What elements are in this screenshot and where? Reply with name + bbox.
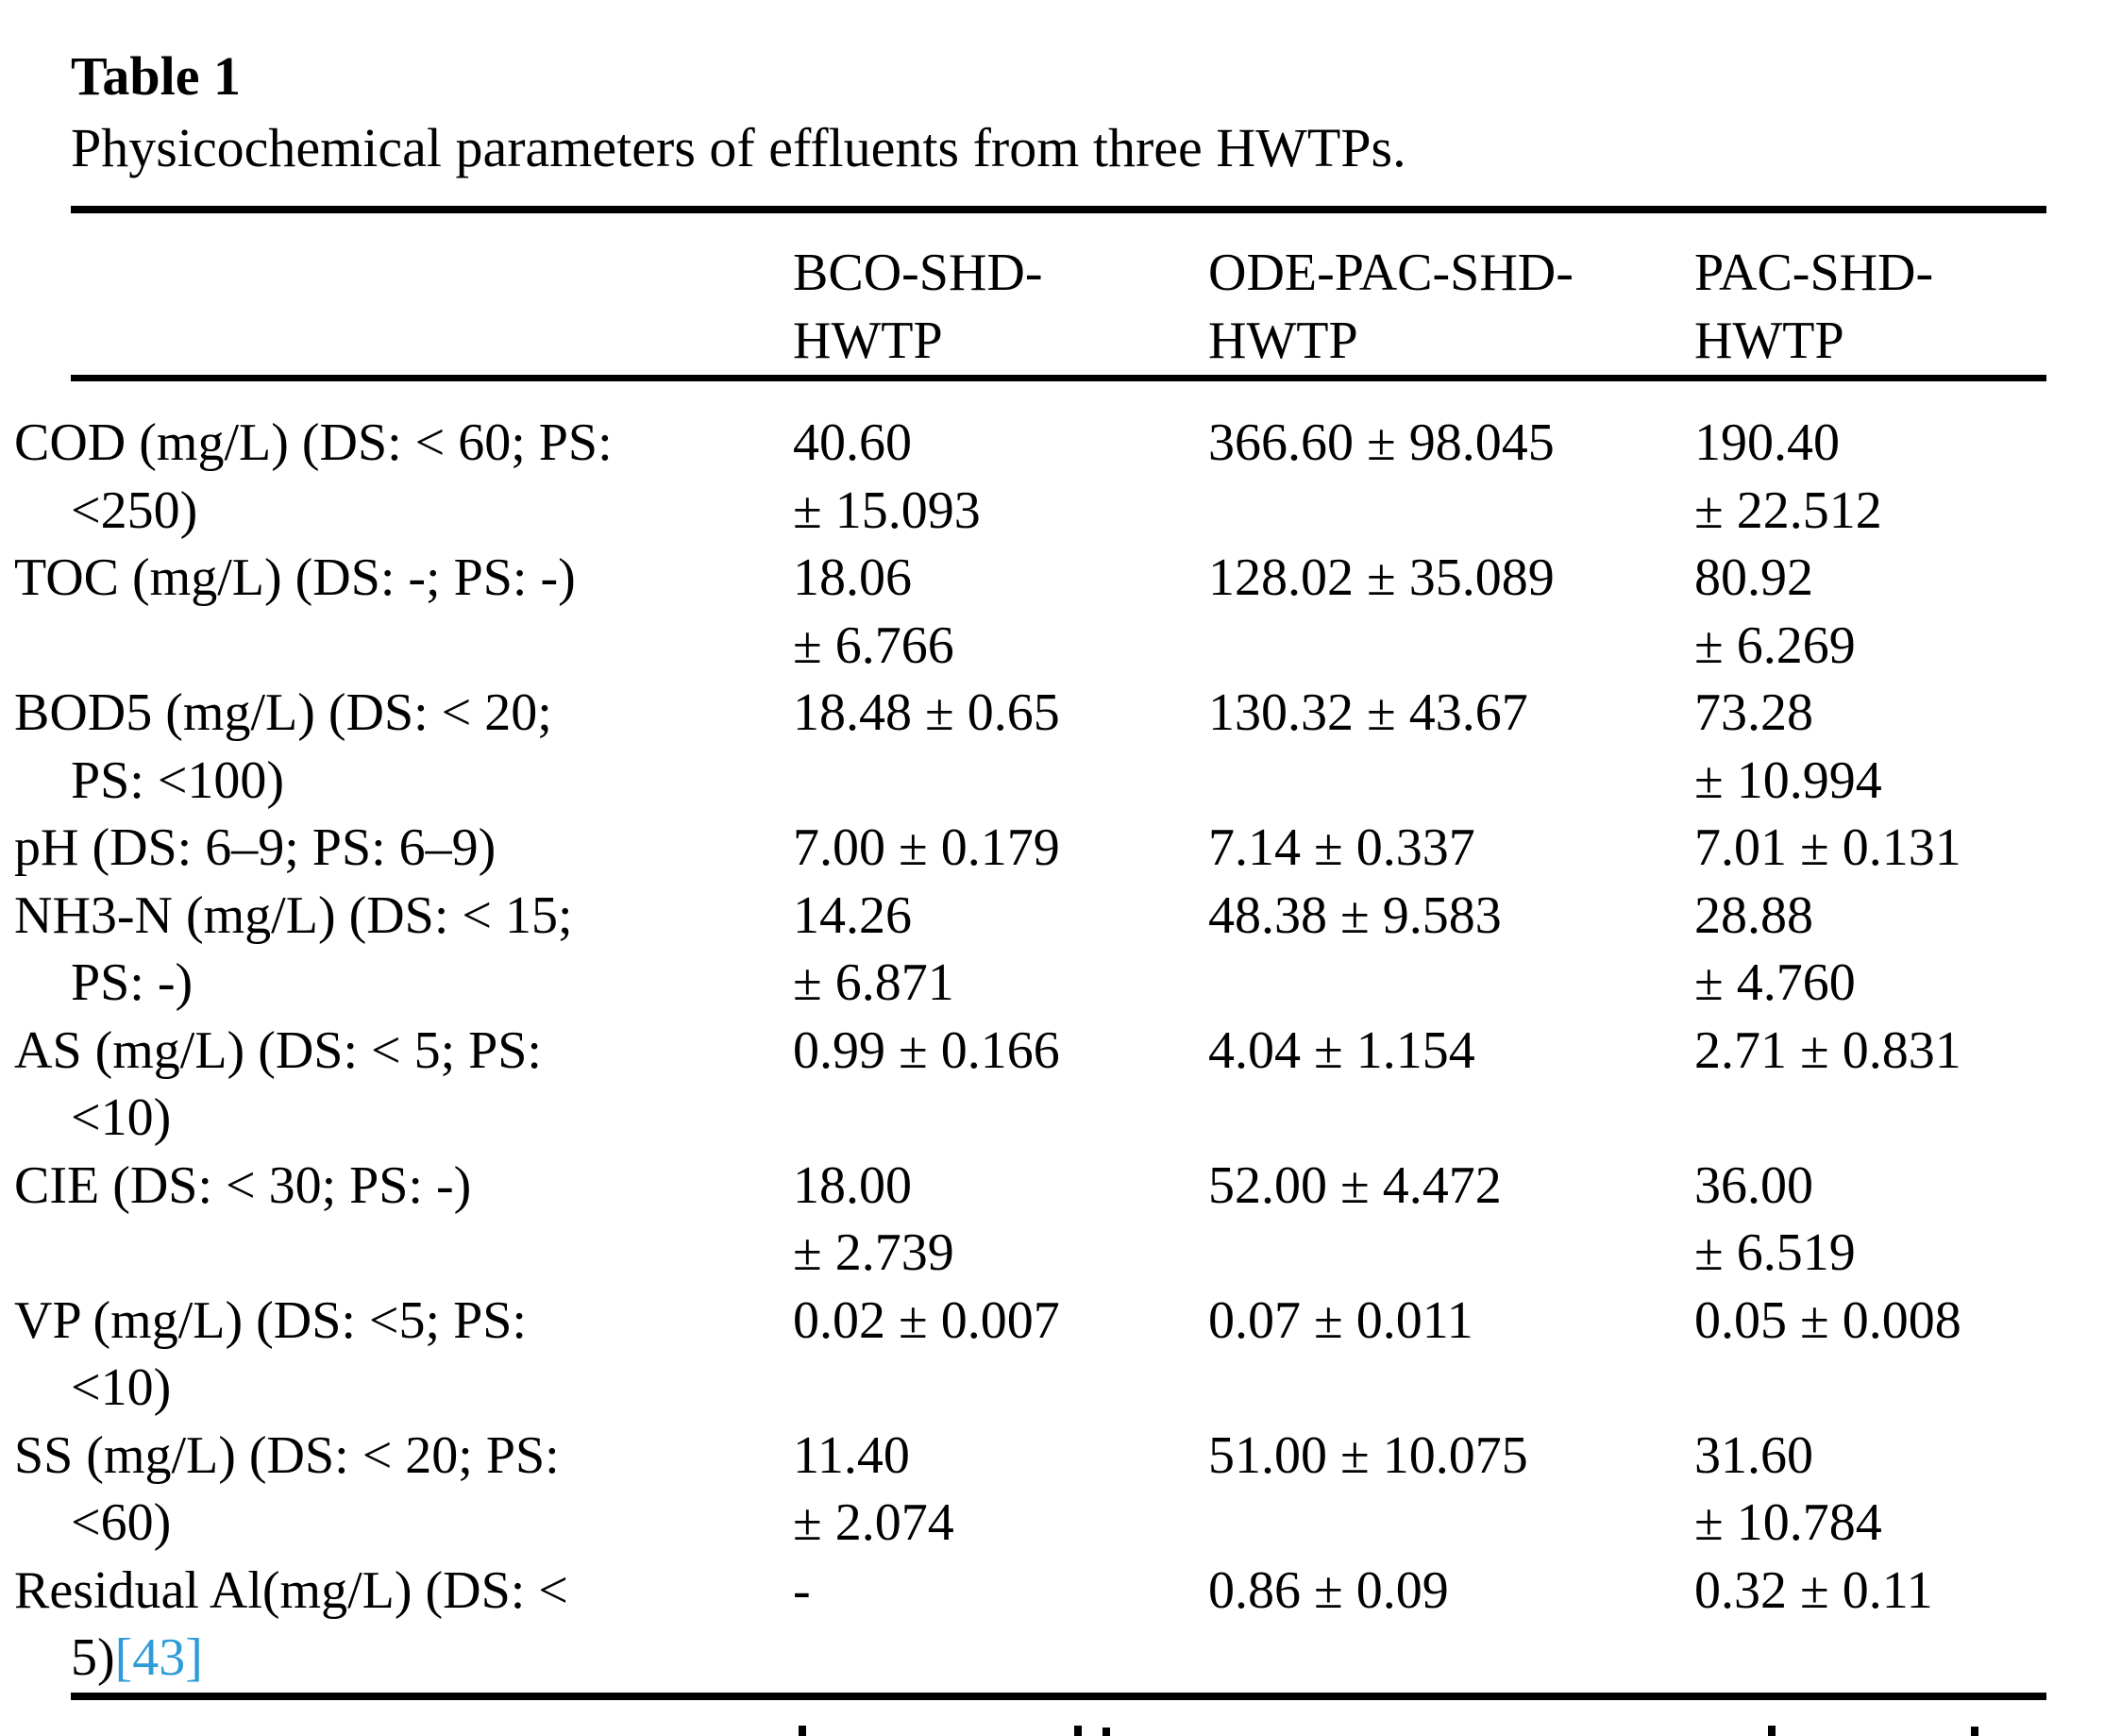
- value-cell: 2.71 ± 0.831: [1694, 1020, 1961, 1080]
- row-label-text: Residual Al(mg/L) (DS: < 5): [14, 1560, 568, 1688]
- table-row-vp: VP (mg/L) (DS: <5; PS: <10) 0.02 ± 0.007…: [14, 1288, 2046, 1423]
- value-cell: 7.01 ± 0.131: [1694, 818, 1961, 877]
- row-label: pH (DS: 6–9; PS: 6–9): [14, 818, 497, 877]
- physicochemical-parameters-table: BCO-SHD- HWTP ODE-PAC-SHD- HWTP PAC-SHD-…: [14, 206, 2046, 1700]
- value-cell: 18.00 ± 2.739: [793, 1155, 954, 1283]
- table-row-toc: TOC (mg/L) (DS: -; PS: -) 18.06 ± 6.766 …: [14, 545, 2046, 680]
- row-label: SS (mg/L) (DS: < 20; PS: <60): [14, 1425, 560, 1553]
- value-cell: -: [793, 1560, 811, 1620]
- column-header-pac-shd-hwtp: PAC-SHD- HWTP: [1694, 210, 2046, 381]
- value-cell: 0.07 ± 0.011: [1208, 1290, 1473, 1350]
- table-row-as: AS (mg/L) (DS: < 5; PS: <10) 0.99 ± 0.16…: [14, 1018, 2046, 1153]
- value-cell: 51.00 ± 10.075: [1208, 1425, 1528, 1485]
- value-cell: 80.92 ± 6.269: [1694, 548, 1856, 675]
- row-label: VP (mg/L) (DS: <5; PS: <10): [14, 1290, 527, 1418]
- column-header-ode-pac-shd-hwtp: ODE-PAC-SHD- HWTP: [1208, 210, 1694, 381]
- value-cell: 7.00 ± 0.179: [793, 818, 1060, 877]
- table-row-cod: COD (mg/L) (DS: < 60; PS: <250) 40.60 ± …: [14, 379, 2046, 546]
- table-caption: Physicochemical parameters of effluents …: [71, 117, 1406, 178]
- citation-link-43[interactable]: [43]: [114, 1628, 203, 1687]
- value-cell: 18.06 ± 6.766: [793, 548, 954, 675]
- value-cell: 0.86 ± 0.09: [1208, 1560, 1449, 1620]
- value-cell: 36.00 ± 6.519: [1694, 1155, 1856, 1283]
- row-label: Residual Al(mg/L) (DS: < 5)[43]: [14, 1558, 793, 1696]
- row-label: TOC (mg/L) (DS: -; PS: -): [14, 548, 576, 607]
- value-cell: 28.88 ± 4.760: [1694, 885, 1856, 1013]
- value-cell: 4.04 ± 1.154: [1208, 1020, 1475, 1080]
- cut-off-text-fragment: [1768, 1726, 1776, 1736]
- row-label: AS (mg/L) (DS: < 5; PS: <10): [14, 1020, 542, 1148]
- value-cell: 18.48 ± 0.65: [793, 683, 1060, 742]
- value-cell: 366.60 ± 98.045: [1208, 413, 1555, 472]
- value-cell: 7.14 ± 0.337: [1208, 818, 1475, 877]
- value-cell: 73.28 ± 10.994: [1694, 683, 1882, 810]
- row-label: BOD5 (mg/L) (DS: < 20; PS: <100): [14, 683, 552, 810]
- table-row-ph: pH (DS: 6–9; PS: 6–9) 7.00 ± 0.179 7.14 …: [14, 815, 2046, 883]
- value-cell: 14.26 ± 6.871: [793, 885, 954, 1013]
- row-label: COD (mg/L) (DS: < 60; PS: <250): [14, 413, 613, 540]
- table-row-nh3n: NH3-N (mg/L) (DS: < 15; PS: -) 14.26 ± 6…: [14, 883, 2046, 1018]
- value-cell: 0.02 ± 0.007: [793, 1290, 1060, 1350]
- table-row-ss: SS (mg/L) (DS: < 20; PS: <60) 11.40 ± 2.…: [14, 1423, 2046, 1558]
- header-row: BCO-SHD- HWTP ODE-PAC-SHD- HWTP PAC-SHD-…: [71, 210, 2046, 381]
- value-cell: 52.00 ± 4.472: [1208, 1155, 1502, 1215]
- value-cell: 31.60 ± 10.784: [1694, 1425, 1882, 1553]
- value-cell: 0.32 ± 0.11: [1694, 1560, 1933, 1620]
- value-cell: 0.99 ± 0.166: [793, 1020, 1060, 1080]
- value-cell: 0.05 ± 0.008: [1694, 1290, 1961, 1350]
- row-label: NH3-N (mg/L) (DS: < 15; PS: -): [14, 885, 573, 1013]
- value-cell: 128.02 ± 35.089: [1208, 548, 1555, 607]
- value-cell: 11.40 ± 2.074: [793, 1425, 954, 1553]
- cut-off-text-fragment: [1103, 1728, 1110, 1736]
- cut-off-text-fragment: [1074, 1726, 1082, 1736]
- cut-off-text-fragment: [799, 1726, 806, 1736]
- row-label: CIE (DS: < 30; PS: -): [14, 1155, 472, 1215]
- value-cell: 48.38 ± 9.583: [1208, 885, 1502, 945]
- table-title: Table 1: [71, 45, 241, 107]
- value-cell: 190.40 ± 22.512: [1694, 413, 1882, 540]
- value-cell: 40.60 ± 15.093: [793, 413, 981, 540]
- table-row-bod5: BOD5 (mg/L) (DS: < 20; PS: <100) 18.48 ±…: [14, 680, 2046, 815]
- table-row-cie: CIE (DS: < 30; PS: -) 18.00 ± 2.739 52.0…: [14, 1153, 2046, 1288]
- cut-off-text-fragment: [1971, 1727, 1978, 1736]
- value-cell: 130.32 ± 43.67: [1208, 683, 1528, 742]
- table-row-residual-al: Residual Al(mg/L) (DS: < 5)[43] - 0.86 ±…: [14, 1558, 2046, 1696]
- column-header-parameter: [71, 210, 793, 381]
- column-header-bco-shd-hwtp: BCO-SHD- HWTP: [793, 210, 1208, 381]
